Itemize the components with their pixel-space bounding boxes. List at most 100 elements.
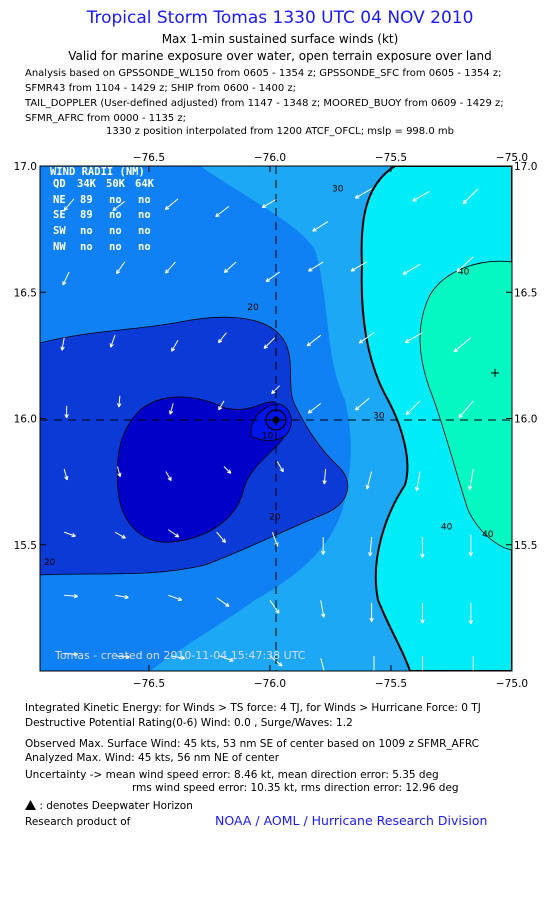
wind-vector [112,200,126,212]
wind-vector [223,261,237,274]
wind-vector [369,602,374,622]
wind-radii-cell: 89 [80,209,93,221]
wind-radii-cell: SW [53,225,66,237]
wind-vector [421,655,423,671]
wind-radii-col-64k: 64K [135,178,155,190]
wind-vector [63,198,75,211]
wind-analysis-map: 20 30 40 30 10 20 20 40 40 Tomas - created on 20… [14,152,538,690]
wind-vector [320,600,326,618]
wind-vector [217,332,227,344]
contour-label: 40 [482,530,494,540]
wind-vector [64,531,76,538]
x-tick-label: −76.5 [133,678,165,690]
wind-radii-cell: NE [53,194,66,206]
wind-vector [218,655,234,662]
wind-radii-cell: no [138,209,151,221]
wind-vector [261,198,278,209]
wind-radii-cell: NW [53,241,66,253]
wind-vector [164,198,179,211]
wind-vector [216,531,226,543]
wind-vector [114,594,129,600]
wind-vector [468,534,474,557]
wind-vector [60,337,65,351]
y-tick-label: 15.5 [14,540,37,552]
wind-radii-col-34k: 34K [77,178,97,190]
hrd-credit-link[interactable]: NOAA / AOML / Hurricane Research Divisio… [215,813,488,828]
wind-vector [271,385,280,395]
research-line: Research product of [25,816,131,828]
title: Tropical Storm Tomas 1330 UTC 04 NOV 201… [86,8,474,28]
wind-radii-cell: no [80,241,93,253]
wind-vector [372,655,376,671]
analysis-line: SFMR_AFRC from 0000 - 1135 z; [25,113,186,124]
wind-region-40-45 [419,260,512,551]
dpr-line: Destructive Potential Rating(0-6) Wind: … [25,717,353,729]
wind-radii-cell: no [138,241,151,253]
x-tick-label: −76.0 [254,152,286,164]
wind-vector [312,221,329,232]
wind-radii-cell: no [109,241,122,253]
contour-label: 20 [247,303,259,313]
y-tick-label: 16.5 [514,287,537,299]
ike-line: Integrated Kinetic Energy: for Winds > T… [25,702,481,714]
wind-radii-cell: 89 [80,194,93,206]
x-tick-label: −75.5 [375,678,407,690]
y-tick-label: 16.0 [14,414,37,426]
analyzed-max-line: Analyzed Max. Wind: 45 kts, 56 nm NE of … [25,752,280,764]
wind-radii-cell: no [109,194,122,206]
wind-vector [116,466,122,478]
contour-label: 40 [441,523,453,533]
wind-vector [420,602,425,624]
wind-region-below-10 [116,396,288,543]
wind-vector [458,400,474,419]
wind-vector [405,400,421,416]
wind-radii-cell: no [109,209,122,221]
wind-radii-cell: SE [53,209,66,221]
wind-vector [453,337,472,353]
contour-label: 40 [458,268,470,278]
contour-label: 10 [262,432,274,442]
y-tick-label: 16.0 [514,414,537,426]
wind-vector [64,652,79,657]
wind-vector [64,593,79,599]
wind-vector [269,600,280,614]
wind-vector [320,658,325,671]
y-tick-label: 15.5 [514,540,537,552]
uncertainty-rms-line: rms wind speed error: 10.35 kt, rms dire… [132,782,459,794]
wind-vector [168,403,174,415]
wind-vector [114,531,126,539]
wind-vector [368,537,373,557]
wind-radii-cell: no [138,225,151,237]
wind-vector [365,471,373,490]
wind-vector [402,264,421,275]
wind-vector [114,654,130,659]
wind-vector [171,339,179,352]
y-tick-label: 16.5 [14,287,37,299]
wind-vector [456,256,474,273]
contour-label: 20 [269,513,281,523]
wind-vector [62,271,70,286]
wind-vector [321,537,326,555]
wind-vector [415,471,421,492]
wind-vector [117,395,122,408]
x-tick-label: −75.0 [496,678,528,690]
analysis-line: TAIL_DOPPLER (User-defined adjusted) fro… [25,98,504,109]
wind-vector [420,537,425,558]
wind-radii-col-qd: QD [53,178,66,190]
subtitle-exposure: Valid for marine exposure over water, op… [68,49,492,63]
wind-vector [412,190,430,202]
wind-vector [350,261,368,272]
wind-vector [472,655,474,671]
x-tick-label: −75.5 [375,152,407,164]
wind-vector [265,271,280,283]
wind-radii-col-50k: 50K [106,178,126,190]
wind-vector [63,468,69,481]
y-tick-label: 17.0 [14,161,37,173]
wind-vector [404,332,423,343]
map-credit: Tomas - created on 2010-11-04 15:47:38 U… [54,649,306,662]
wind-region-core [250,403,292,441]
wind-radii-title: WIND RADII (NM) [50,166,145,178]
contour-label: 30 [332,184,344,194]
max-wind-marker [491,369,500,378]
wind-vector [358,332,375,344]
